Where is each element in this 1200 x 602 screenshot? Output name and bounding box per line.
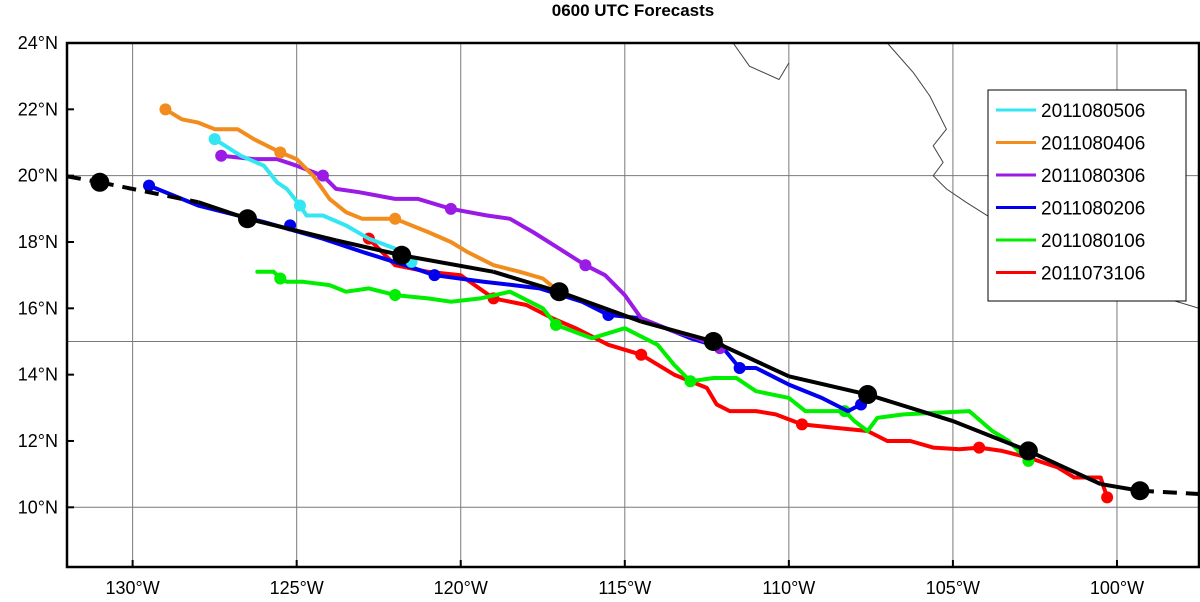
forecast-line-2011080406: [163, 107, 562, 294]
forecast-point-2011073106: [795, 418, 808, 431]
forecast-line-2011080506: [212, 137, 414, 264]
x-tick-label: 125°W: [270, 578, 324, 598]
observed-track-segment: [246, 216, 337, 243]
forecast-point-2011080106: [274, 272, 287, 285]
x-tick-label: 115°W: [598, 578, 651, 598]
y-tick-label: 10°N: [18, 497, 58, 517]
forecast-point-2011080306: [444, 202, 457, 215]
forecast-line-2011073106: [366, 236, 1110, 500]
observed-track: [67, 172, 1199, 501]
observed-track-point: [858, 385, 878, 405]
observed-track-segment: [335, 238, 403, 258]
observed-track-segment: [952, 419, 1030, 453]
coastline-segment: [732, 43, 790, 81]
forecast-point-2011073106: [973, 441, 986, 454]
y-tick-label: 14°N: [18, 365, 58, 385]
observed-track-segment: [401, 253, 494, 274]
forecast-line-2011080106: [255, 269, 1031, 463]
forecast-point-2011080206: [143, 179, 156, 192]
legend-label: 2011080206: [1041, 199, 1145, 220]
forecast-track-2011080106: [255, 269, 1035, 467]
forecast-point-2011080406: [274, 146, 287, 159]
observed-track-segment: [867, 392, 954, 423]
x-tick-label: 110°W: [762, 578, 815, 598]
forecast-point-2011080306: [215, 149, 228, 162]
observed-track-point: [1018, 441, 1038, 461]
observed-track-dashed-segment: [99, 180, 199, 205]
forecast-point-2011080306: [579, 259, 592, 272]
observed-track-point: [1130, 481, 1150, 501]
observed-track-segment: [1027, 449, 1102, 486]
observed-track-segment: [788, 374, 869, 397]
observed-track-point: [549, 282, 569, 302]
y-tick-label: 12°N: [18, 431, 58, 451]
observed-track-segment: [492, 269, 560, 294]
y-tick-label: 18°N: [18, 232, 58, 252]
forecast-point-2011080506: [208, 133, 221, 146]
y-tick-label: 20°N: [18, 166, 58, 186]
y-tick-label: 24°N: [18, 33, 58, 53]
forecast-point-2011080206: [733, 362, 746, 375]
forecast-point-2011073106: [635, 348, 648, 361]
forecast-point-2011080506: [293, 199, 306, 212]
observed-track-point: [90, 172, 110, 192]
y-tick-label: 16°N: [18, 298, 58, 318]
legend-label: 2011080406: [1041, 134, 1145, 155]
observed-track-point: [703, 331, 723, 351]
x-tick-label: 105°W: [926, 578, 980, 598]
forecast-point-2011080306: [316, 169, 329, 182]
forecast-point-2011073106: [1101, 491, 1114, 504]
forecast-point-2011080106: [389, 289, 402, 302]
x-tick-label: 130°W: [106, 578, 160, 598]
legend-label: 2011073106: [1041, 264, 1145, 285]
chart-title: 0600 UTC Forecasts: [552, 1, 715, 20]
x-tick-label: 100°W: [1090, 578, 1144, 598]
y-tick-label: 22°N: [18, 99, 58, 119]
observed-track-segment: [558, 289, 642, 324]
axis-ticks: 130°W 125°W 120°W 115°W 110°W 105°W 100°W 10°N 1…: [18, 33, 1144, 598]
observed-track-segment: [640, 319, 714, 344]
forecast-point-2011080406: [389, 212, 402, 225]
forecast-point-2011080406: [159, 103, 172, 116]
observed-track-point: [392, 245, 412, 265]
legend-label: 2011080106: [1041, 231, 1145, 252]
forecast-point-2011080106: [549, 318, 562, 331]
forecast-point-2011080206: [428, 269, 441, 282]
observed-track-dashed-segment: [1139, 488, 1199, 497]
legend-box: [987, 89, 1187, 302]
observed-track-segment: [712, 339, 790, 379]
plot-frame: [65, 41, 1200, 569]
forecast-track-2011080506: [208, 133, 418, 268]
legend: 2011080506 2011080406 2011080306 2011080206…: [987, 89, 1187, 302]
legend-label: 2011080306: [1041, 166, 1145, 187]
forecast-point-2011080106: [684, 375, 697, 388]
legend-label: 2011080506: [1041, 101, 1145, 122]
observed-track-point: [237, 209, 257, 229]
x-tick-label: 120°W: [434, 578, 488, 598]
forecast-tracks: [143, 103, 1114, 504]
forecast-track-2011080406: [159, 103, 566, 298]
